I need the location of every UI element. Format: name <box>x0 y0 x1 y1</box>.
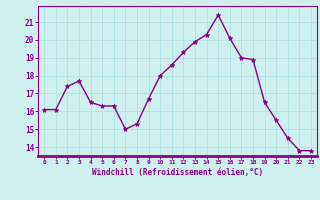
X-axis label: Windchill (Refroidissement éolien,°C): Windchill (Refroidissement éolien,°C) <box>92 168 263 177</box>
